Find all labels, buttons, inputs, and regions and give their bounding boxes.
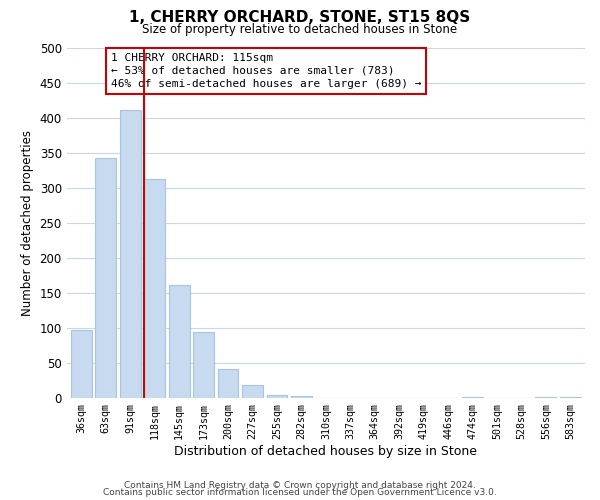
Bar	[169, 285, 190, 398]
Bar	[71, 330, 92, 398]
Bar	[291, 396, 312, 398]
Text: Size of property relative to detached houses in Stone: Size of property relative to detached ho…	[142, 22, 458, 36]
Bar	[120, 110, 140, 398]
Bar	[560, 396, 581, 398]
Bar	[266, 394, 287, 398]
Bar	[193, 332, 214, 398]
Text: Contains public sector information licensed under the Open Government Licence v3: Contains public sector information licen…	[103, 488, 497, 497]
Bar	[535, 396, 556, 398]
Text: 1 CHERRY ORCHARD: 115sqm
← 53% of detached houses are smaller (783)
46% of semi-: 1 CHERRY ORCHARD: 115sqm ← 53% of detach…	[111, 53, 421, 89]
X-axis label: Distribution of detached houses by size in Stone: Distribution of detached houses by size …	[175, 444, 478, 458]
Bar	[144, 180, 165, 398]
Bar	[218, 368, 238, 398]
Bar	[95, 158, 116, 398]
Bar	[242, 385, 263, 398]
Text: Contains HM Land Registry data © Crown copyright and database right 2024.: Contains HM Land Registry data © Crown c…	[124, 481, 476, 490]
Text: 1, CHERRY ORCHARD, STONE, ST15 8QS: 1, CHERRY ORCHARD, STONE, ST15 8QS	[130, 10, 470, 25]
Bar	[462, 396, 483, 398]
Y-axis label: Number of detached properties: Number of detached properties	[21, 130, 34, 316]
